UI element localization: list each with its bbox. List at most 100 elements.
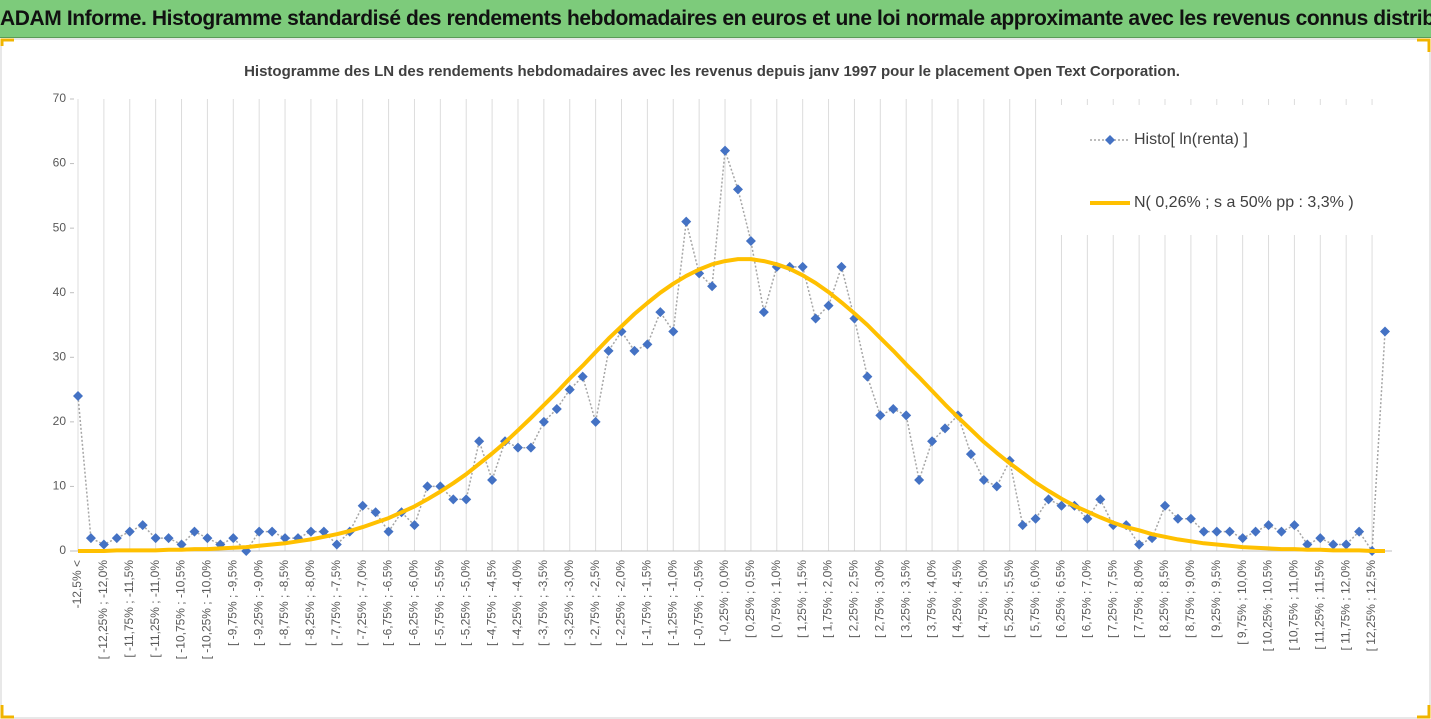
x-tick-label: [ -5,25% ; -5,0% [458, 560, 472, 646]
banner: ADAM Informe. Histogramme standardisé de… [0, 0, 1431, 38]
x-tick-label: [ 4,75% ; 5,0% [976, 560, 990, 638]
data-point [1302, 539, 1313, 550]
x-tick-label: [ -2,75% ; -2,5% [588, 560, 602, 646]
data-point [176, 539, 187, 550]
data-point [888, 403, 899, 414]
data-point [901, 410, 912, 421]
data-point [1172, 513, 1183, 524]
data-point [474, 436, 485, 447]
x-tick-label: [ 0,25% ; 0,5% [743, 560, 757, 638]
data-point [124, 526, 135, 537]
legend-label: N( 0,26% ; s a 50% pp : 3,3% ) [1134, 194, 1354, 211]
data-point [1328, 539, 1339, 550]
data-point [577, 371, 588, 382]
data-point [1056, 500, 1067, 511]
x-tick-label: [ 3,25% ; 3,5% [898, 560, 912, 638]
data-point [383, 526, 394, 537]
data-point [1380, 326, 1390, 337]
data-point [202, 533, 213, 544]
data-point [655, 307, 666, 318]
data-point [1147, 533, 1158, 544]
x-tick-label: [ 11,25% ; 11,5% [1312, 560, 1326, 650]
x-tick-label: [ -8,75% ; -8,5% [277, 560, 291, 646]
data-point [254, 526, 265, 537]
chart: Histogramme des LN des rendements hebdom… [0, 38, 1431, 719]
x-tick-label: [ 2,75% ; 3,0% [872, 560, 886, 638]
data-point [163, 533, 174, 544]
x-tick-label: [ -1,25% ; -1,0% [665, 560, 679, 646]
legend-box [1058, 105, 1424, 235]
x-tick-label: [ 8,75% ; 9,0% [1183, 560, 1197, 638]
data-point [1224, 526, 1235, 537]
data-point [991, 481, 1002, 492]
data-point [1198, 526, 1209, 537]
data-point [965, 449, 976, 460]
data-point [318, 526, 329, 537]
y-tick-label: 20 [53, 414, 67, 428]
corner-marks [0, 38, 1431, 719]
data-point [1017, 520, 1028, 531]
data-point [228, 533, 239, 544]
x-tick-label: [ -9,75% ; -9,5% [225, 560, 239, 646]
x-tick-label: [ -2,25% ; -2,0% [614, 560, 628, 646]
x-tick-label: [ -4,75% ; -4,5% [484, 560, 498, 646]
x-tick-label: [ 2,25% ; 2,5% [847, 560, 861, 638]
data-point [927, 436, 938, 447]
data-point [525, 442, 536, 453]
data-point [538, 416, 549, 427]
data-point [1134, 539, 1145, 550]
data-point [189, 526, 200, 537]
data-point [1237, 533, 1248, 544]
x-tick-label: [ 7,25% ; 7,5% [1105, 560, 1119, 638]
data-point [1341, 539, 1352, 550]
data-point [448, 494, 459, 505]
x-tick-label: [ -7,25% ; -7,0% [355, 560, 369, 646]
data-point [150, 533, 161, 544]
data-point [1185, 513, 1196, 524]
data-point [1276, 526, 1287, 537]
x-tick-label: [ -6,25% ; -6,0% [407, 560, 421, 646]
data-point [603, 345, 614, 356]
data-point [810, 313, 821, 324]
legend-marker [1105, 135, 1115, 145]
data-point [668, 326, 679, 337]
chart-subtitle: Histogramme des LN des rendements hebdom… [244, 63, 1180, 80]
data-point [694, 268, 705, 279]
data-point [823, 300, 834, 311]
y-tick-label: 0 [59, 543, 66, 557]
x-tick-label: [ -10,75% ; -10,5% [174, 560, 188, 660]
x-tick-label: [ 12,25% ; 12,5% [1364, 560, 1378, 652]
data-point [720, 145, 731, 156]
data-point [1108, 520, 1119, 531]
x-tick-label: [ 5,25% ; 5,5% [1002, 560, 1016, 638]
x-tick-label: [ 9,75% ; 10,0% [1235, 560, 1249, 645]
y-tick-label: 40 [53, 285, 67, 299]
data-point [487, 474, 498, 485]
x-tick-label: [ -9,25% ; -9,0% [251, 560, 265, 646]
data-point [836, 261, 847, 272]
data-point [681, 216, 692, 227]
data-point [461, 494, 472, 505]
x-tick-label: [ -0,25% ; 0,0% [717, 560, 731, 642]
data-point [357, 500, 368, 511]
data-point [305, 526, 316, 537]
x-tick-label: [ 5,75% ; 6,0% [1028, 560, 1042, 638]
data-point [732, 184, 743, 195]
data-point [1289, 520, 1300, 531]
x-tick-label: [ -6,75% ; -6,5% [381, 560, 395, 646]
data-point [590, 416, 601, 427]
x-tick-label: [ -11,75% ; -11,5% [122, 560, 136, 658]
data-point [1211, 526, 1222, 537]
x-tick-label: [ 1,75% ; 2,0% [821, 560, 835, 638]
data-point [409, 520, 420, 531]
data-point [875, 410, 886, 421]
data-point [1354, 526, 1365, 537]
data-point [914, 474, 925, 485]
y-tick-label: 60 [53, 156, 67, 170]
data-point [280, 533, 291, 544]
data-point [1030, 513, 1041, 524]
data-point [422, 481, 433, 492]
x-tick-label: [ 4,25% ; 4,5% [950, 560, 964, 638]
x-tick-label: [ 7,75% ; 8,0% [1131, 560, 1145, 638]
